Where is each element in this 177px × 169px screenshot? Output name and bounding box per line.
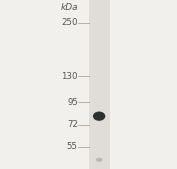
Text: 250: 250 [61,18,78,27]
Bar [88,0,110,169]
Text: 95: 95 [67,98,78,107]
Text: 130: 130 [61,72,78,81]
Text: 72: 72 [67,120,78,129]
Ellipse shape [93,112,105,121]
Text: kDa: kDa [60,3,78,12]
Ellipse shape [96,158,102,162]
Text: 55: 55 [67,142,78,151]
